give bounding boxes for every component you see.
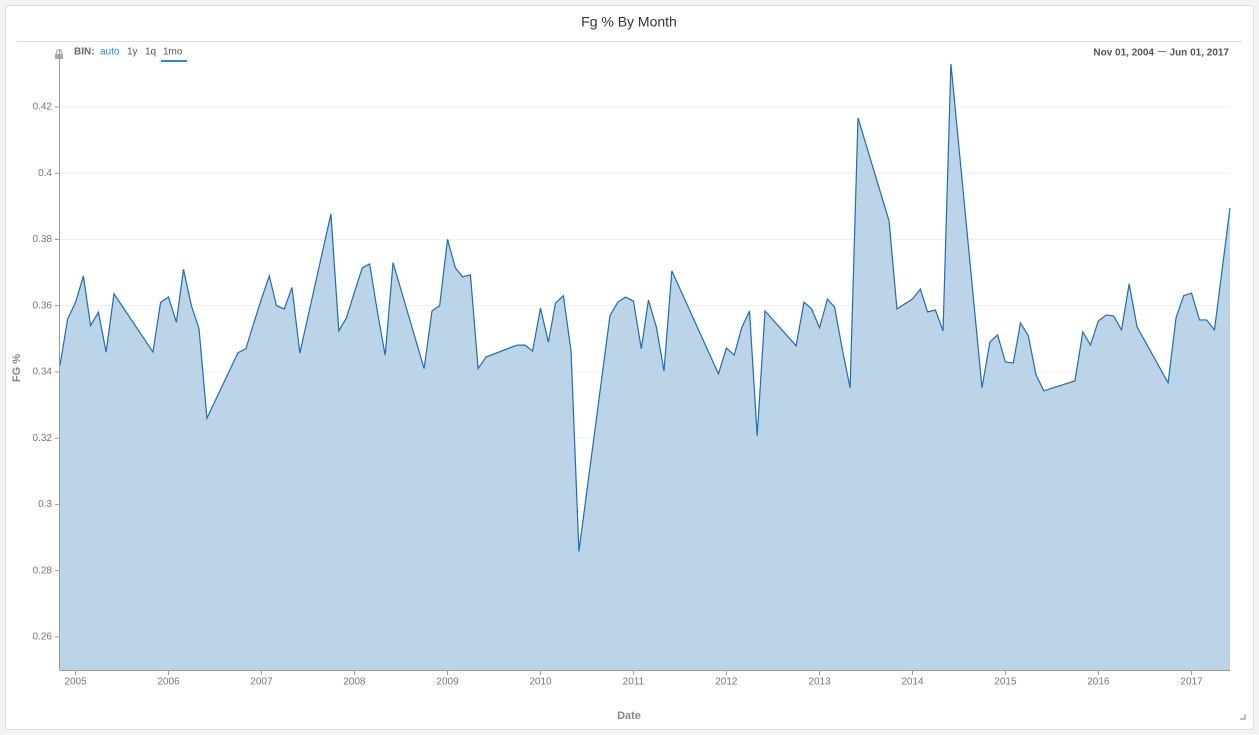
- plot: 0.26 0.28 0.3 0.32 0.34 0.36 0.38 0.4 0.42 2005 20…: [33, 49, 1231, 688]
- y-tick-label: 0.38: [33, 234, 53, 245]
- range-start[interactable]: Nov 01, 2004: [1093, 48, 1154, 59]
- x-tick-label: 2006: [157, 677, 180, 688]
- x-tick-label: 2010: [529, 677, 552, 688]
- line: [59, 63, 1231, 552]
- area-fill: [60, 63, 1230, 670]
- bin-option[interactable]: 1mo: [163, 47, 183, 58]
- y-tick-label: 0.42: [33, 102, 53, 113]
- x-tick-label: 2008: [343, 677, 366, 688]
- y-tick-label: 0.32: [33, 433, 53, 444]
- x-tick-label: 2016: [1087, 677, 1110, 688]
- x-tick-label: 2011: [623, 677, 645, 688]
- bin-option[interactable]: 1y: [127, 47, 138, 58]
- x-tick-label: 2014: [901, 677, 924, 688]
- y-tick-label: 0.3: [38, 499, 52, 510]
- x-tick-label: 2009: [436, 677, 459, 688]
- y-tick-label: 0.28: [33, 565, 53, 576]
- x-tick-label: 2013: [808, 677, 831, 688]
- y-tick-label: 0.26: [33, 632, 53, 643]
- x-tick-label: 2015: [994, 677, 1017, 688]
- x-tick-label: 2017: [1180, 677, 1203, 688]
- bin-option[interactable]: 1q: [145, 47, 156, 58]
- bin-label: BIN:: [74, 47, 95, 58]
- x-tick-label: 2005: [64, 677, 87, 688]
- y-tick-label: 0.36: [33, 300, 53, 311]
- x-tick-label: 2012: [715, 677, 738, 688]
- y-tick-label: 0.4: [38, 168, 52, 179]
- bin-option[interactable]: auto: [100, 47, 120, 58]
- range-end[interactable]: Jun 01, 2017: [1170, 48, 1230, 59]
- x-tick-label: 2007: [250, 677, 273, 688]
- y-tick-label: 0.34: [33, 367, 53, 378]
- x-axis-title: Date: [617, 710, 641, 722]
- y-axis-title: FG %: [11, 354, 23, 382]
- chart-title: Fg % By Month: [581, 14, 677, 30]
- resize-handle[interactable]: [1240, 714, 1246, 720]
